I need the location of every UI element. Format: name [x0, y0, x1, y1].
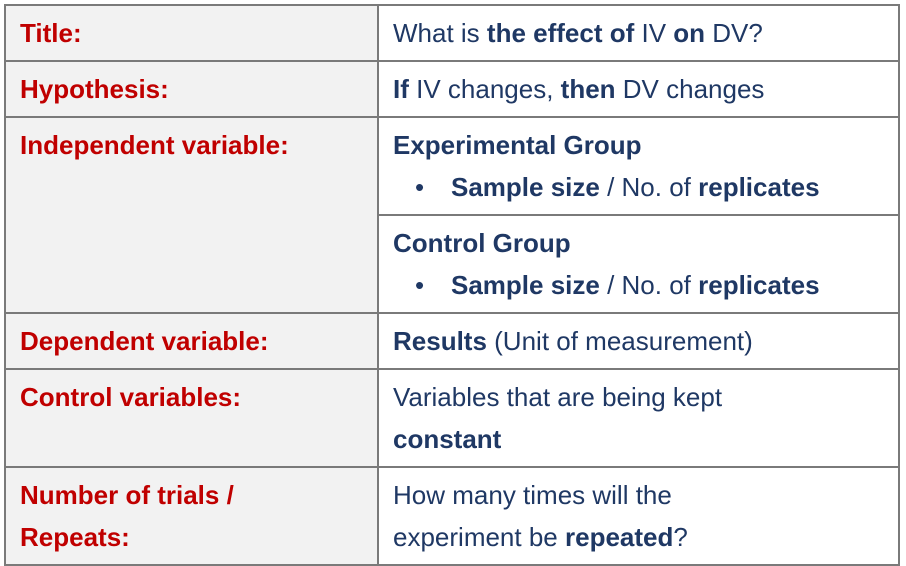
table-row-hypothesis: Hypothesis: If IV changes, then DV chang… [4, 60, 900, 118]
bullet-icon: • [415, 270, 425, 300]
value-hypothesis: If IV changes, then DV changes [377, 60, 900, 118]
table-row-experimental-group: Independent variable: Experimental Group… [4, 116, 900, 314]
table-row-control-variables: Control variables: Variables that are be… [4, 368, 900, 468]
value-control-variables: Variables that are being kept constant [377, 368, 900, 468]
label-title: Title: [4, 4, 379, 62]
value-trials: How many times will the experiment be re… [377, 466, 900, 566]
control-group-heading: Control Group [393, 228, 571, 258]
label-hypothesis: Hypothesis: [4, 60, 379, 118]
table-row-control-group: Control Group • Sample size / No. of repl… [5, 214, 900, 314]
value-control-group: Control Group • Sample size / No. of repl… [377, 214, 900, 314]
experimental-group-bullet: • Sample size / No. of replicates [393, 166, 886, 208]
label-independent-variable: Independent variable: [4, 116, 379, 314]
table-row-trials: Number of trials / Repeats: How many tim… [4, 466, 900, 566]
table-row-dependent: Dependent variable: Results (Unit of mea… [4, 312, 900, 370]
label-dependent-variable: Dependent variable: [4, 312, 379, 370]
label-trials: Number of trials / Repeats: [4, 466, 379, 566]
table-row-title: Title: What is the effect of IV on DV? [4, 4, 900, 62]
value-title: What is the effect of IV on DV? [377, 4, 900, 62]
bullet-icon: • [415, 172, 425, 202]
experimental-group-heading: Experimental Group [393, 130, 642, 160]
control-group-bullet: • Sample size / No. of replicates [393, 264, 886, 306]
value-dependent-variable: Results (Unit of measurement) [377, 312, 900, 370]
experiment-design-table: Title: What is the effect of IV on DV? H… [4, 4, 900, 566]
label-control-variables: Control variables: [4, 368, 379, 468]
value-experimental-group: Experimental Group • Sample size / No. of… [377, 116, 900, 216]
